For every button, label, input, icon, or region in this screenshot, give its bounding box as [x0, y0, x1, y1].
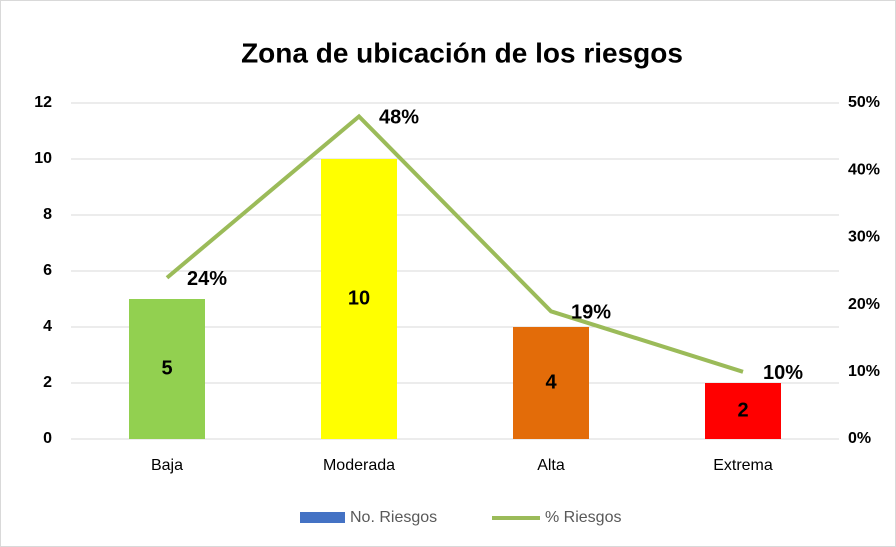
- y2-tick-label: 0%: [848, 430, 871, 447]
- bar: [321, 159, 397, 439]
- legend-label: No. Riesgos: [350, 509, 437, 526]
- x-tick-label: Alta: [537, 457, 565, 474]
- bar-label: 4: [545, 371, 557, 393]
- y-tick-label: 4: [43, 318, 52, 335]
- y-tick-label: 2: [43, 374, 52, 391]
- line-label: 24%: [187, 268, 227, 290]
- line-label: 48%: [379, 107, 419, 129]
- line-label: 19%: [571, 302, 611, 324]
- chart-title: Zona de ubicación de los riesgos: [241, 37, 683, 68]
- bar-label: 10: [348, 287, 370, 309]
- bar: [513, 327, 589, 439]
- y2-tick-label: 50%: [848, 94, 880, 111]
- y2-tick-label: 10%: [848, 363, 880, 380]
- y-tick-label: 10: [34, 150, 52, 167]
- bar-label: 5: [161, 357, 172, 379]
- legend-label: % Riesgos: [545, 509, 621, 526]
- y-tick-label: 12: [34, 94, 52, 111]
- legend-swatch: [300, 512, 345, 523]
- bar: [705, 383, 781, 439]
- line-label: 10%: [763, 362, 803, 384]
- bar-label: 2: [737, 399, 748, 421]
- y-tick-label: 6: [43, 262, 52, 279]
- y2-tick-label: 30%: [848, 229, 880, 246]
- x-tick-label: Extrema: [713, 457, 773, 474]
- x-tick-label: Baja: [151, 457, 183, 474]
- y2-tick-label: 40%: [848, 161, 880, 178]
- line: [165, 113, 744, 374]
- bar: [129, 299, 205, 439]
- x-tick-label: Moderada: [323, 457, 395, 474]
- y-tick-label: 8: [43, 206, 52, 223]
- y-tick-label: 0: [43, 430, 52, 447]
- y2-tick-label: 20%: [848, 296, 880, 313]
